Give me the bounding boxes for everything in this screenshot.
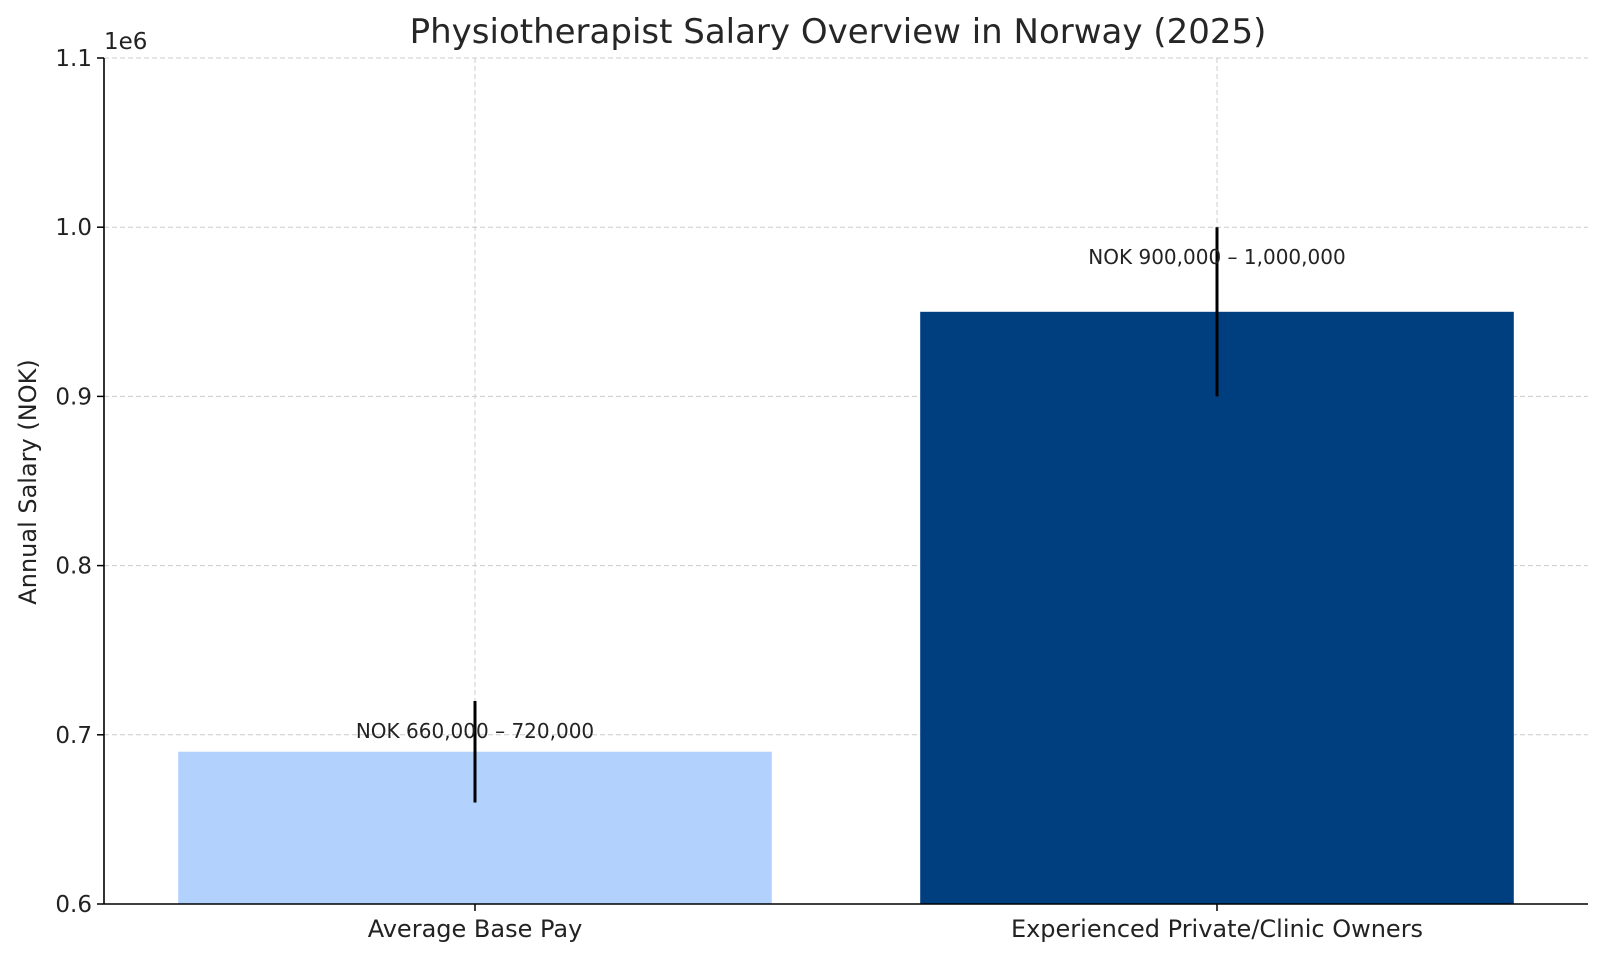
y-tick-label: 0.7 xyxy=(55,723,92,749)
y-axis-offset-label: 1e6 xyxy=(104,29,147,55)
y-axis-label: Annual Salary (NOK) xyxy=(14,359,42,604)
x-tick-label: Average Base Pay xyxy=(368,915,583,943)
range-annotation: NOK 660,000 – 720,000 xyxy=(356,719,594,743)
bar-2 xyxy=(920,311,1514,904)
y-tick-label: 1.0 xyxy=(55,215,92,241)
bars xyxy=(178,311,1514,904)
axes xyxy=(103,58,1588,905)
chart-title: Physiotherapist Salary Overview in Norwa… xyxy=(410,12,1267,52)
y-tick-label: 1.1 xyxy=(55,46,92,72)
y-tick-label: 0.9 xyxy=(55,384,92,410)
data-labels: NOK 660,000 – 720,000 NOK 900,000 – 1,000… xyxy=(356,245,1346,743)
x-tick-label: Experienced Private/Clinic Owners xyxy=(1011,915,1423,943)
error-bars xyxy=(473,227,1219,803)
y-tick-label: 0.6 xyxy=(55,892,92,918)
y-ticks: 0.6 0.7 0.8 0.9 1.0 1.1 xyxy=(55,46,104,918)
range-annotation: NOK 900,000 – 1,000,000 xyxy=(1088,245,1345,269)
x-ticks: Average Base Pay Experienced Private/Clin… xyxy=(368,904,1423,943)
y-tick-label: 0.8 xyxy=(55,554,92,580)
